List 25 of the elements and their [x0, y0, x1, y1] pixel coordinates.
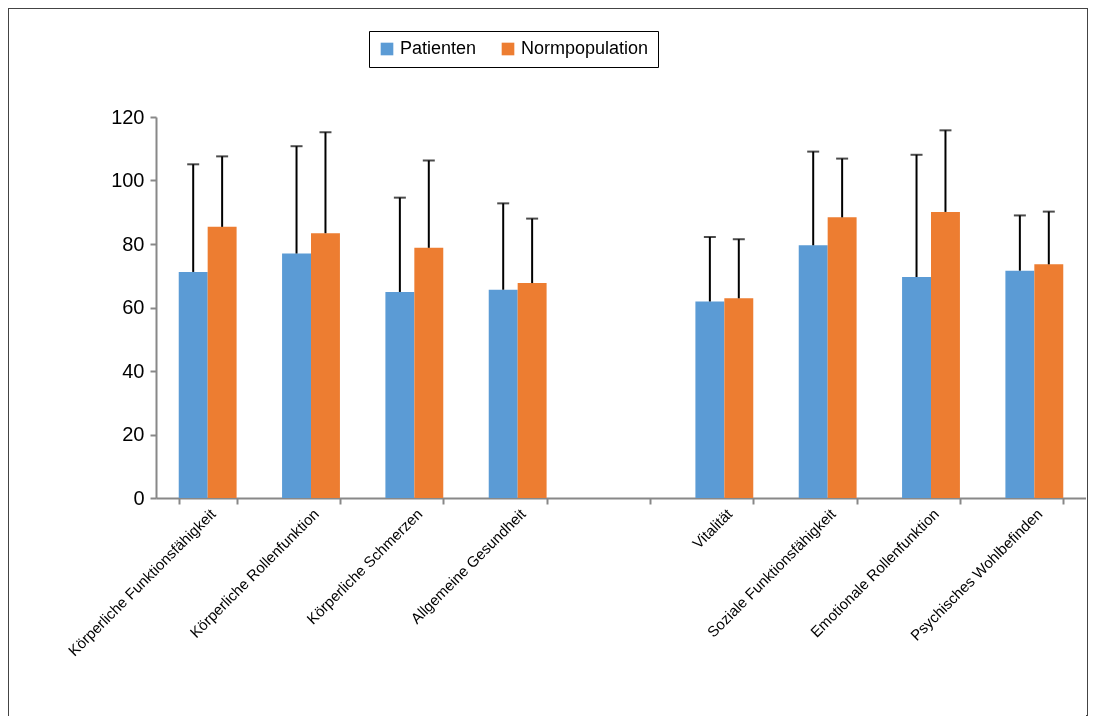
bar	[724, 298, 754, 498]
y-tick-label: 0	[133, 486, 145, 509]
legend-label: Normpopulation	[521, 38, 649, 58]
legend-label: Patienten	[400, 38, 477, 58]
y-tick-label: 60	[122, 296, 145, 318]
bar	[488, 289, 518, 498]
bar	[695, 301, 725, 498]
y-tick-label: 120	[111, 105, 145, 128]
bar	[827, 217, 857, 498]
bar	[207, 226, 237, 498]
bar	[902, 277, 931, 498]
bar	[1034, 264, 1064, 498]
bar	[385, 291, 415, 498]
bar	[517, 283, 547, 498]
y-tick-label: 80	[122, 232, 145, 255]
bar	[798, 245, 828, 498]
bar	[1005, 270, 1035, 498]
bar	[311, 233, 340, 498]
y-tick-label: 100	[111, 169, 145, 191]
y-tick-label: 20	[122, 423, 145, 445]
bar	[414, 247, 444, 498]
bar	[178, 271, 208, 498]
bar	[282, 253, 311, 498]
y-tick-label: 40	[122, 359, 145, 382]
bar	[931, 211, 960, 498]
